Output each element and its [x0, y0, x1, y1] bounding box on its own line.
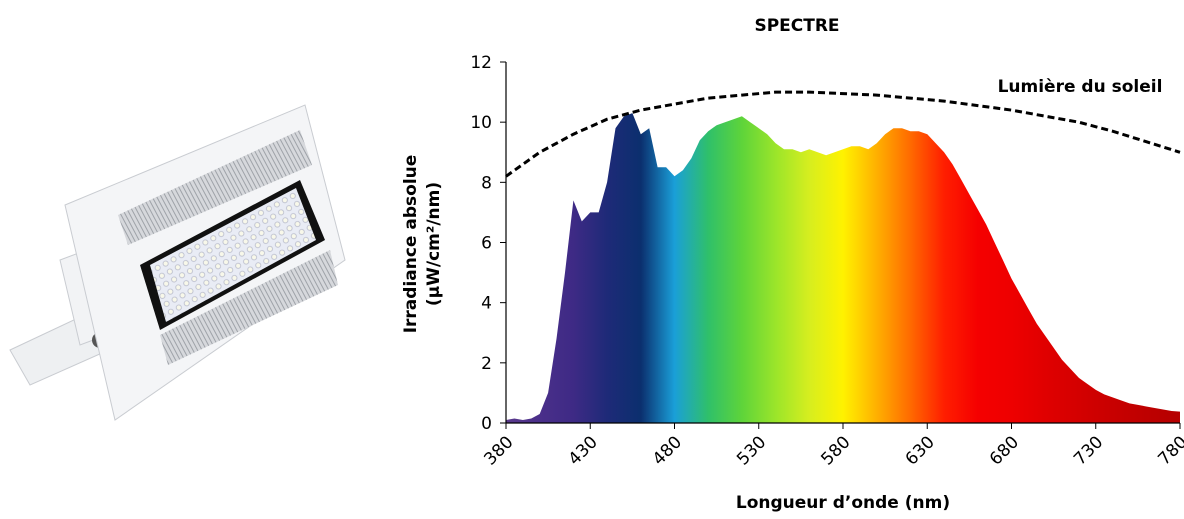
y-tick-label: 0 [481, 414, 492, 434]
chart: SPECTRE Longueur d’onde (nm) Irradiance … [0, 0, 1184, 515]
x-tick-label: 430 [565, 432, 602, 469]
lamp-picture [10, 105, 345, 420]
x-tick-label: 780 [1154, 432, 1184, 469]
reference-label: Lumière du soleil [998, 77, 1163, 97]
x-tick-label: 380 [480, 432, 517, 469]
y-axis-label: (µW/cm²/nm) [424, 182, 444, 306]
y-tick-label: 8 [481, 173, 492, 193]
spectrum-area [506, 113, 1180, 423]
y-tick-label: 12 [470, 53, 492, 73]
y-tick-label: 2 [481, 354, 492, 374]
x-tick-label: 480 [649, 432, 686, 469]
x-tick-label: 580 [817, 432, 854, 469]
y-axis-label: Irradiance absolue [401, 155, 421, 334]
x-tick-label: 730 [1070, 432, 1107, 469]
x-tick-label: 530 [733, 432, 770, 469]
y-tick-label: 4 [481, 294, 492, 314]
chart-title: SPECTRE [754, 16, 839, 36]
y-tick-label: 10 [470, 113, 492, 133]
x-axis-label: Longueur d’onde (nm) [736, 493, 950, 513]
y-tick-label: 6 [481, 234, 492, 254]
x-tick-label: 680 [986, 432, 1023, 469]
x-tick-label: 630 [902, 432, 939, 469]
